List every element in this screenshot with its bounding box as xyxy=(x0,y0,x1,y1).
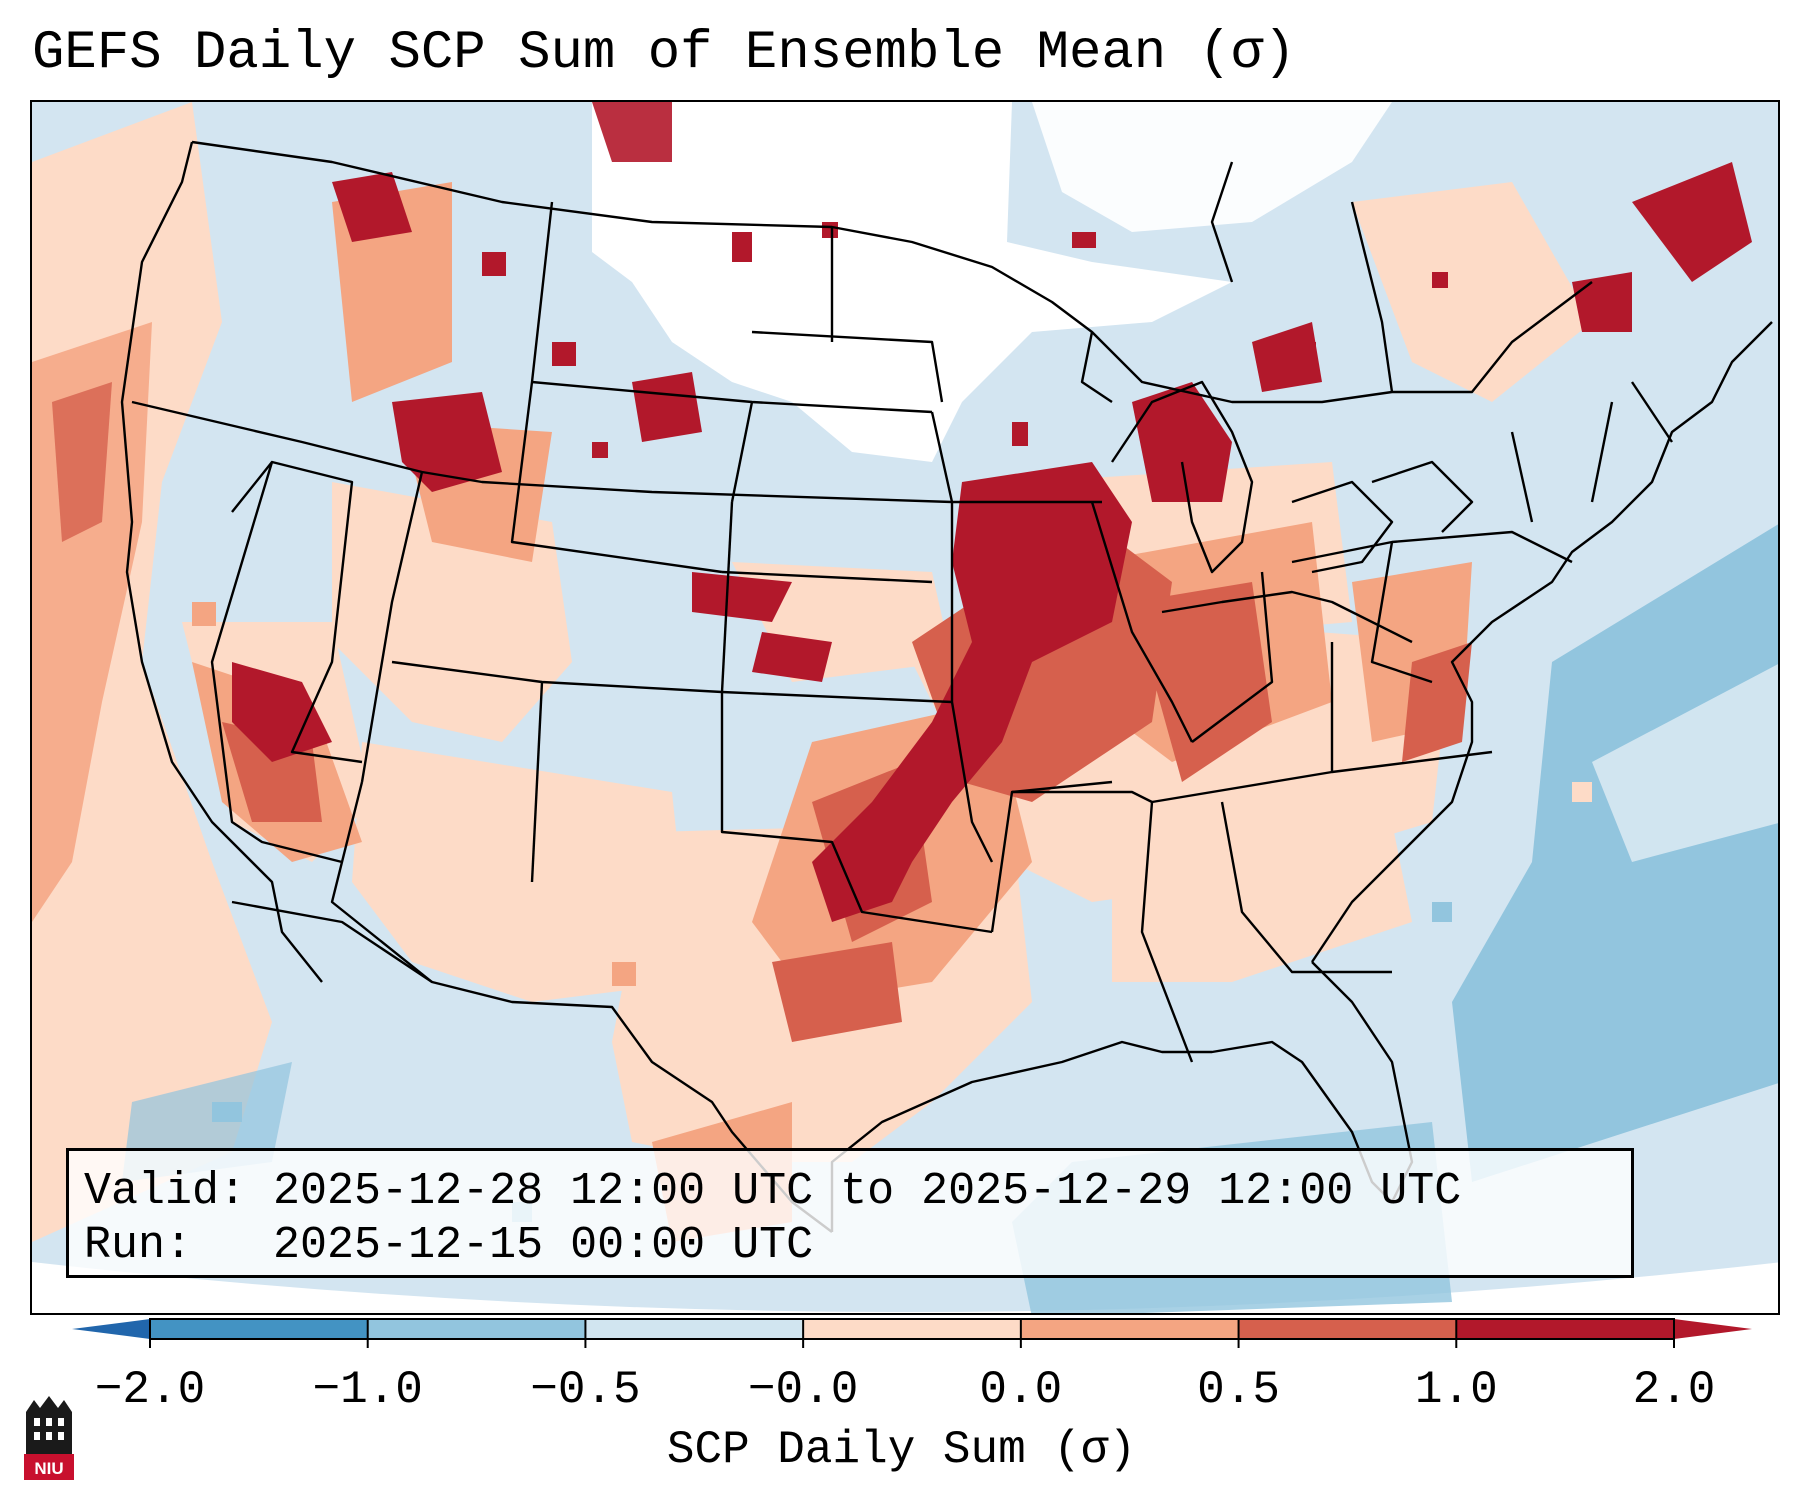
positive-max-areas xyxy=(232,102,1752,922)
chart-title: GEFS Daily SCP Sum of Ensemble Mean (σ) xyxy=(32,23,1296,84)
colorbar-segments xyxy=(150,1319,1675,1339)
run-label: Run: xyxy=(84,1220,193,1271)
colorbar-extend-low xyxy=(72,1319,150,1339)
colorbar-extend-high xyxy=(1674,1319,1752,1339)
valid-row: Valid: 2025-12-28 12:00 UTC to 2025-12-2… xyxy=(84,1165,1631,1219)
state-boundaries xyxy=(120,140,1773,1233)
colorbar-tick-label: −0.5 xyxy=(530,1364,641,1416)
map-canvas xyxy=(32,102,1778,1313)
run-row: Run: 2025-12-15 00:00 UTC xyxy=(84,1219,1631,1273)
colorbar-tick-label: 2.0 xyxy=(1632,1364,1716,1416)
colorbar-segment xyxy=(1238,1319,1457,1339)
colorbar-segment xyxy=(367,1319,586,1339)
niu-logo-text: NIU xyxy=(34,1459,63,1478)
scattered-cells xyxy=(192,222,1592,1222)
colorbar-segment xyxy=(1456,1319,1675,1339)
colorbar-tick-label: −2.0 xyxy=(94,1364,206,1416)
colorbar-tick-label: −1.0 xyxy=(312,1364,423,1416)
colorbar-tick-label: −0.0 xyxy=(747,1364,859,1416)
run-value: 2025-12-15 00:00 UTC xyxy=(273,1220,814,1271)
colorbar-ticks xyxy=(149,1319,1675,1348)
niu-logo-icon: NIU xyxy=(24,1396,74,1480)
colorbar-tick-label: 0.5 xyxy=(1197,1364,1280,1416)
colorbar-segment xyxy=(803,1319,1022,1339)
map-panel xyxy=(30,100,1780,1315)
colorbar-tick-label: 0.0 xyxy=(979,1364,1063,1416)
pacific-warm-region xyxy=(32,102,272,1242)
valid-value: 2025-12-28 12:00 UTC to 2025-12-29 12:00… xyxy=(273,1166,1462,1217)
valid-run-info-box: Valid: 2025-12-28 12:00 UTC to 2025-12-2… xyxy=(66,1148,1634,1278)
colorbar-segment xyxy=(585,1319,804,1339)
colorbar-segment xyxy=(150,1319,369,1339)
colorbar xyxy=(72,1318,1752,1348)
colorbar-label: SCP Daily Sum (σ) xyxy=(666,1424,1137,1476)
no-data-areas xyxy=(592,102,1392,462)
colorbar-segment xyxy=(1020,1319,1240,1339)
valid-label: Valid: xyxy=(84,1166,247,1217)
colorbar-tick-label: 1.0 xyxy=(1414,1364,1498,1416)
